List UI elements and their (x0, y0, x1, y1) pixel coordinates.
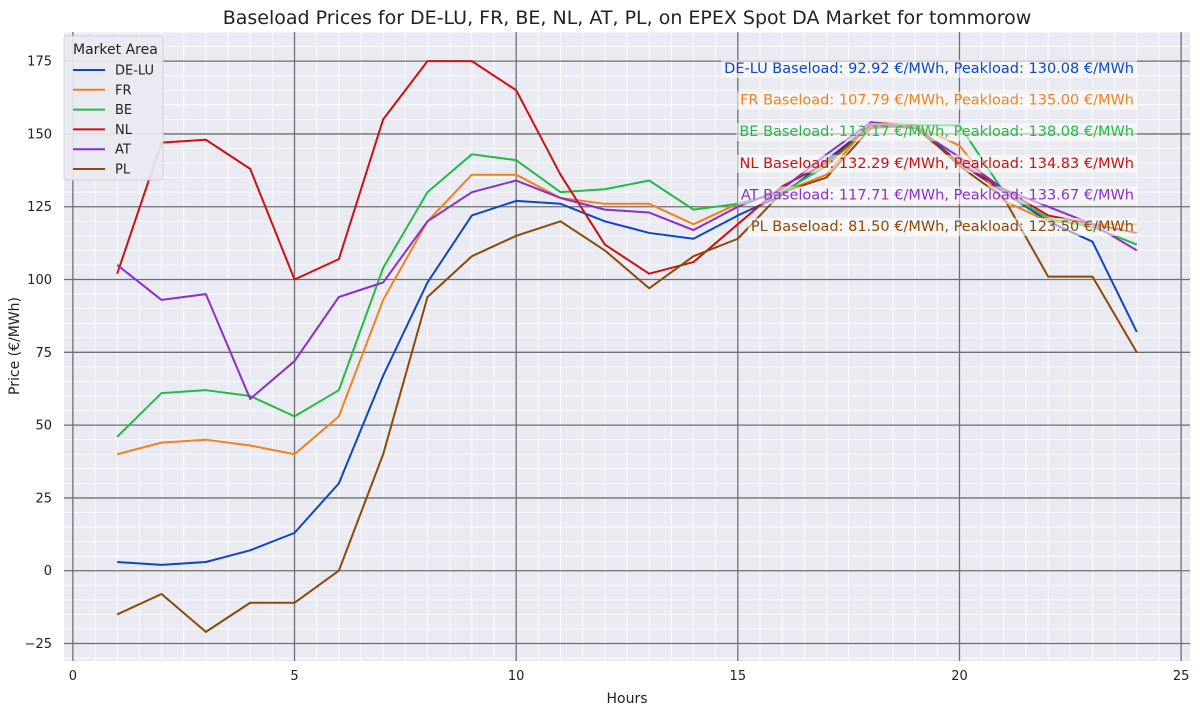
annotation-text: PL Baseload: 81.50 €/MWh, Peakload: 123.… (751, 219, 1134, 235)
annotation-box (737, 186, 1137, 205)
x-tick-label: 20 (951, 669, 968, 684)
y-tick-label: 25 (35, 491, 52, 506)
x-tick-label: 5 (290, 669, 298, 684)
legend-entry: PL (115, 163, 131, 178)
x-tick-label: 10 (508, 669, 525, 684)
series-line-fr (116, 121, 1137, 456)
y-tick-label: 150 (27, 127, 52, 142)
y-tick-label: 0 (44, 564, 52, 579)
x-tick-label: 25 (1173, 669, 1190, 684)
legend-entry: BE (115, 103, 132, 118)
legend-title: Market Area (73, 42, 158, 58)
annotation-text: BE Baseload: 113.17 €/MWh, Peakload: 138… (739, 124, 1134, 140)
legend: Market Area DE-LU FR BE NL AT PL (63, 35, 164, 181)
annotation-box (721, 60, 1137, 78)
annotation-text: AT Baseload: 117.71 €/MWh, Peakload: 133… (741, 187, 1134, 203)
x-axis-label: Hours (606, 691, 647, 707)
legend-entry: NL (115, 123, 133, 138)
y-tick-label: 175 (27, 55, 52, 70)
legend-entry: AT (115, 143, 131, 158)
legend-entry: FR (115, 83, 132, 98)
annotation-box (747, 218, 1137, 236)
legend-entry: DE-LU (115, 64, 154, 79)
annotation-box (736, 154, 1137, 173)
y-tick-label: 50 (35, 419, 52, 434)
annotation-text: FR Baseload: 107.79 €/MWh, Peakload: 135… (740, 93, 1134, 109)
x-tick-labels: 0 5 10 15 20 25 (69, 669, 1190, 684)
x-tick-label: 0 (69, 669, 77, 684)
y-tick-label: 100 (27, 273, 52, 288)
x-tick-label: 15 (730, 669, 747, 684)
y-tick-label: 75 (35, 346, 52, 361)
chart-title: Baseload Prices for DE-LU, FR, BE, NL, A… (223, 7, 1032, 29)
annotations: DE-LU Baseload: 92.92 €/MWh, Peakload: 1… (721, 60, 1137, 236)
annotation-text: DE-LU Baseload: 92.92 €/MWh, Peakload: 1… (724, 61, 1134, 77)
annotation-box (736, 123, 1137, 142)
y-tick-label: −25 (25, 637, 52, 652)
y-tick-label: 125 (27, 200, 52, 215)
annotation-text: NL Baseload: 132.29 €/MWh, Peakload: 134… (740, 156, 1134, 172)
annotation-box (737, 91, 1137, 110)
y-axis-label: Price (€/MWh) (7, 297, 23, 395)
legend-box (63, 35, 164, 181)
legend-entries: DE-LU FR BE NL AT PL (73, 64, 154, 178)
y-tick-labels: −25 0 25 50 75 100 125 150 175 (25, 55, 52, 652)
